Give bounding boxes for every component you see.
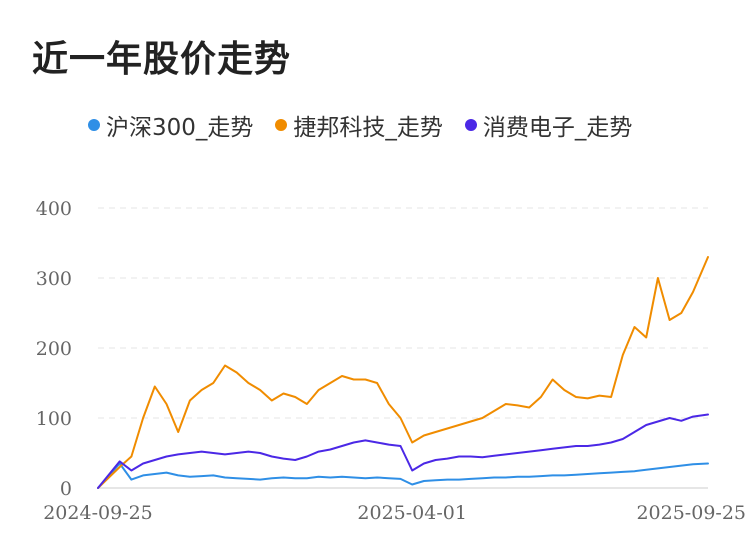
x-axis-ticks: 2024-09-25 2025-04-01 2025-09-25 (43, 502, 746, 524)
legend-item-0[interactable]: 沪深300_走势 (88, 108, 253, 142)
series-line-0 (97, 462, 709, 489)
y-tick-label: 200 (36, 338, 72, 360)
legend-label: 沪深300_走势 (106, 115, 254, 141)
y-tick-label: 100 (36, 408, 72, 430)
y-tick-label: 0 (60, 478, 72, 500)
legend-dot-icon (464, 119, 477, 131)
legend-dot-icon (275, 119, 288, 131)
x-tick-label: 2024-09-25 (43, 502, 153, 524)
x-tick-label: 2025-04-01 (357, 502, 467, 524)
series-lines (97, 256, 709, 489)
y-axis-ticks: 0 100 200 300 400 (36, 198, 72, 500)
series-line-1 (97, 256, 709, 489)
chart-legend: 沪深300_走势 捷邦科技_走势 消费电子_走势 (88, 108, 654, 142)
legend-label: 消费电子_走势 (482, 115, 633, 141)
page-title: 近一年股价走势 (32, 39, 292, 80)
y-tick-label: 300 (36, 268, 72, 290)
grid-lines (98, 207, 708, 489)
legend-dot-icon (88, 119, 100, 131)
legend-label: 捷邦科技_走势 (293, 115, 443, 141)
series-line-2 (97, 413, 709, 489)
y-tick-label: 400 (36, 198, 72, 220)
x-tick-label: 2025-09-25 (636, 502, 746, 524)
legend-item-2[interactable]: 消费电子_走势 (464, 108, 633, 142)
legend-item-1[interactable]: 捷邦科技_走势 (275, 108, 443, 142)
